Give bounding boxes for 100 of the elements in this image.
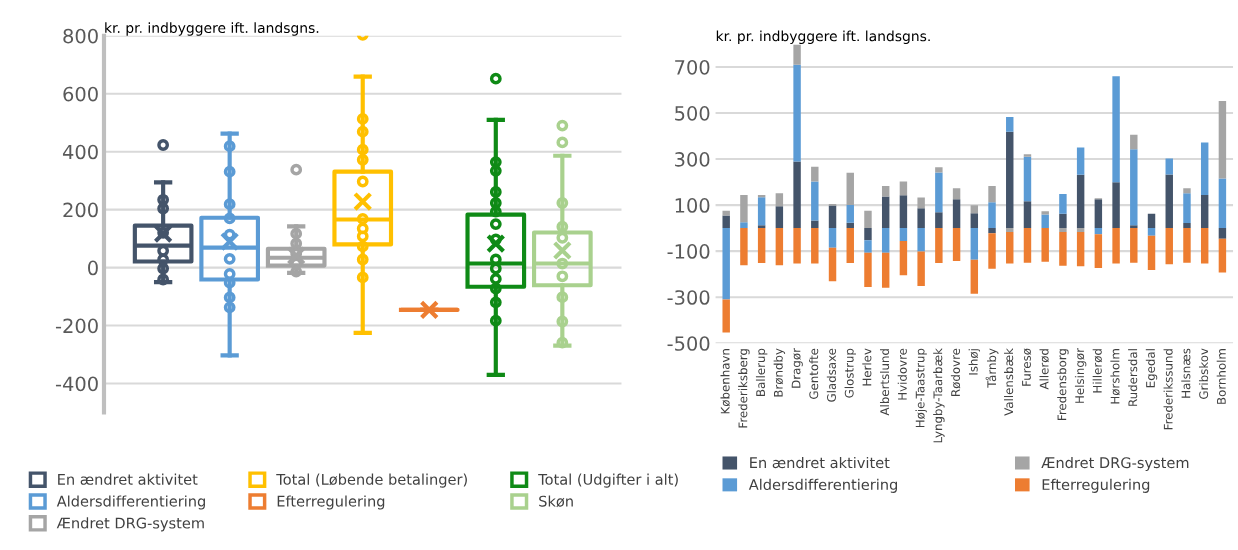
x-tick-label: Høje-Taastrup <box>915 348 927 428</box>
bar <box>1147 235 1156 271</box>
bar <box>1023 154 1032 157</box>
legend-label: Total (Løbende betalinger) <box>276 473 467 488</box>
bar <box>1112 182 1120 229</box>
bar <box>793 228 801 264</box>
bar <box>881 186 890 197</box>
bar <box>1218 101 1227 179</box>
bar <box>1112 76 1120 183</box>
bar <box>775 193 784 207</box>
y-tick-label: 0 <box>88 260 98 276</box>
x-tick-label: Fredensborg <box>1057 349 1069 420</box>
y-tick-label: -100 <box>667 244 710 259</box>
y-tick-label: 800 <box>63 28 98 44</box>
legend-label: Efterregulering <box>277 495 385 510</box>
bar <box>846 172 854 205</box>
bar <box>757 225 766 229</box>
bar <box>1094 199 1103 229</box>
bar <box>1218 178 1227 229</box>
bar <box>793 161 801 229</box>
bar <box>917 208 925 229</box>
bar <box>1165 158 1173 175</box>
bar <box>1041 214 1049 229</box>
bar <box>1165 174 1173 229</box>
bar <box>1165 228 1173 265</box>
bar <box>828 228 837 248</box>
bar <box>1130 228 1138 263</box>
bar <box>1130 149 1138 226</box>
bar <box>811 228 819 264</box>
bar <box>1059 228 1067 233</box>
bar <box>846 204 854 223</box>
x-tick-label: Frederiksberg <box>738 349 750 428</box>
bar <box>811 181 819 221</box>
bar <box>881 228 890 253</box>
y-tick-label: 200 <box>63 202 98 218</box>
bar <box>722 228 730 300</box>
bar <box>864 252 872 288</box>
x-tick-label: Hørsholm <box>1110 349 1120 404</box>
bar <box>881 196 890 229</box>
x-tick-label: Dragør <box>791 348 803 388</box>
bar <box>740 194 748 223</box>
x-tick-label: Ballerup <box>755 348 768 396</box>
x-tick-label: Egedal <box>1145 349 1158 388</box>
bar <box>811 220 819 229</box>
x-tick-label: Hillerød <box>1092 349 1103 393</box>
bar <box>1130 225 1138 229</box>
legend-label: Aldersdifferentiering <box>748 478 897 493</box>
bar <box>952 199 961 229</box>
bar <box>917 251 925 286</box>
legend-label: Ændret DRG-system <box>1041 456 1189 472</box>
bar <box>988 202 996 229</box>
legend-label: En ændret aktivitet <box>58 473 198 485</box>
bar <box>1200 142 1209 195</box>
bar <box>1076 228 1085 233</box>
x-tick-label: Gentofte <box>809 348 819 399</box>
x-tick-label: Ishøj <box>968 349 981 375</box>
legend-label: En ændret aktivitet <box>750 456 890 469</box>
bar <box>1147 228 1156 236</box>
bar <box>1076 232 1085 267</box>
bar <box>846 222 854 229</box>
bar <box>899 181 908 196</box>
bar <box>1023 201 1032 229</box>
bar <box>846 228 854 263</box>
bar <box>722 299 730 333</box>
y-tick-label: 100 <box>675 198 710 213</box>
bar <box>988 228 996 234</box>
bar <box>1006 232 1014 264</box>
bar <box>1147 213 1156 229</box>
bar <box>970 259 979 294</box>
legend-label: Skøn <box>539 495 573 508</box>
bar <box>1059 213 1067 229</box>
x-tick-label: Herlev <box>862 348 872 386</box>
bar <box>970 213 979 229</box>
bar <box>811 166 819 182</box>
bar <box>1183 188 1191 194</box>
bar <box>970 205 979 214</box>
bar <box>740 222 748 229</box>
bar <box>1183 228 1191 263</box>
bar <box>1041 211 1049 215</box>
bar <box>935 167 943 173</box>
bar <box>775 228 784 266</box>
x-tick-label: Brøndby <box>773 348 786 397</box>
bar <box>917 197 925 209</box>
bar <box>988 186 996 203</box>
bar <box>1041 228 1049 262</box>
x-tick-label: Rødovre <box>950 348 961 396</box>
x-tick-label: Gladsaxe <box>826 348 836 402</box>
bar <box>1094 234 1103 268</box>
x-tick-label: Gribskov <box>1198 348 1209 399</box>
x-tick-label: Helsingør <box>1074 348 1087 403</box>
bar <box>1130 134 1138 150</box>
bar <box>1218 228 1227 239</box>
y-tick-label: 400 <box>62 144 98 160</box>
bar <box>1006 131 1014 229</box>
bar <box>899 195 908 229</box>
bar <box>864 210 872 229</box>
x-tick-label: Furesø <box>1022 348 1032 386</box>
x-tick-label: Frederikssund <box>1163 349 1173 430</box>
bar <box>935 228 943 263</box>
x-tick-label: Tårnby <box>985 348 999 388</box>
